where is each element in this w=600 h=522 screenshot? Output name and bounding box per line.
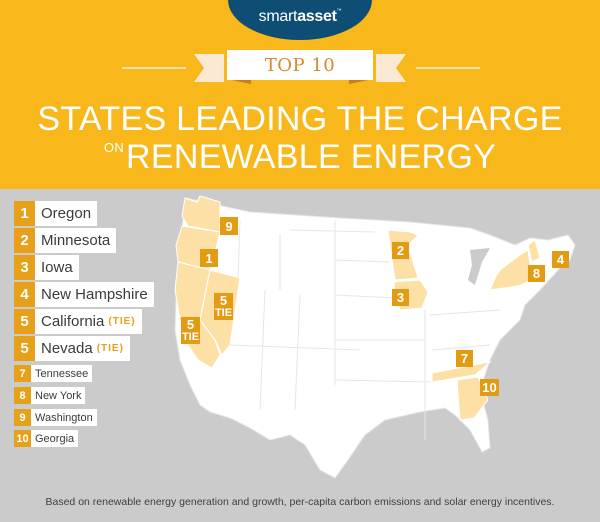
map-rank: 4: [556, 252, 565, 267]
map-rank: 1: [205, 250, 213, 266]
map-tie: TIE: [181, 331, 200, 343]
map-badge-georgia: 10: [480, 379, 499, 396]
map-rank: 7: [460, 351, 469, 366]
tie-tag: (TIE): [96, 343, 124, 354]
ranking-item: 5 Nevada (TIE): [14, 336, 130, 361]
smartasset-logo: smartasset™: [228, 0, 372, 40]
ranking-item: 7 Tennessee: [14, 365, 93, 382]
state-name: Oregon: [41, 205, 92, 222]
state-label: Iowa: [35, 255, 79, 280]
ranking-item: 8 New York: [14, 387, 86, 404]
header-banner: smartasset™ TOP 10 STATES LEADING THE CH…: [0, 0, 600, 189]
rank-badge: 1: [14, 201, 35, 226]
state-name: Iowa: [41, 259, 73, 276]
title-line-2-text: RENEWABLE ENERGY: [126, 138, 497, 176]
map-badge-tennessee: 7: [456, 350, 473, 367]
ranking-item: 5 California (TIE): [14, 309, 142, 334]
state-label: California (TIE): [35, 309, 142, 334]
map-badge-california: 5 TIE: [181, 317, 200, 344]
state-name: Washington: [35, 411, 93, 424]
map-badge-iowa: 3: [392, 289, 409, 306]
state-label: Nevada (TIE): [35, 336, 130, 361]
map-badge-nevada: 5 TIE: [214, 293, 233, 320]
map-badge-washington: 9: [220, 217, 238, 235]
title-prefix-on: ON: [103, 140, 125, 155]
ribbon-fold-right: [349, 79, 373, 84]
map-badge-new-hampshire: 4: [552, 251, 569, 268]
rank-badge: 3: [14, 255, 35, 280]
us-map: 9 1 5 TIE 5 TIE 2 3 8 4 7 10: [170, 190, 600, 490]
decorative-rule-right: [416, 67, 480, 69]
tie-tag: (TIE): [108, 316, 136, 327]
map-rank: 8: [532, 266, 541, 281]
ranking-item: 10 Georgia: [14, 430, 79, 447]
top10-ribbon: TOP 10: [227, 50, 373, 80]
map-badge-new-york: 8: [528, 265, 545, 282]
state-label: New Hampshire: [35, 282, 154, 307]
map-rank: 5: [186, 317, 195, 332]
ribbon-tail-right: [376, 54, 406, 82]
state-name: New Hampshire: [41, 286, 148, 303]
logo-text: smartasset™: [228, 8, 372, 26]
rank-badge: 7: [14, 365, 31, 382]
state-name: Minnesota: [41, 232, 111, 249]
rank-badge: 10: [14, 430, 31, 447]
state-label: Georgia: [31, 430, 79, 447]
rank-badge: 9: [14, 409, 31, 426]
footnote: Based on renewable energy generation and…: [45, 496, 555, 508]
map-rank: 9: [225, 218, 233, 234]
map-tie: TIE: [214, 307, 233, 319]
state-name: Nevada: [41, 340, 93, 357]
rank-badge: 5: [14, 336, 35, 361]
state-label: Oregon: [35, 201, 98, 226]
ranking-item: 3 Iowa: [14, 255, 79, 280]
state-name: New York: [35, 389, 82, 402]
state-name: Georgia: [35, 432, 75, 445]
logo-part2: asset: [297, 8, 337, 25]
map-badge-minnesota: 2: [392, 242, 409, 259]
state-label: Tennessee: [31, 365, 93, 382]
map-rank: 5: [219, 293, 228, 308]
state-name: Tennessee: [35, 367, 89, 380]
us-map-shape: [174, 195, 576, 479]
ranking-item: 9 Washington: [14, 409, 97, 426]
rank-badge: 5: [14, 309, 35, 334]
state-label: Minnesota: [35, 228, 117, 253]
state-label: Washington: [31, 409, 97, 426]
ribbon-tail-left: [194, 54, 224, 82]
state-name: California: [41, 313, 105, 330]
logo-part1: smart: [258, 8, 298, 25]
ranking-item: 4 New Hampshire: [14, 282, 154, 307]
state-label: New York: [31, 387, 86, 404]
rank-badge: 8: [14, 387, 31, 404]
title-line-1: STATES LEADING THE CHARGE: [37, 100, 563, 138]
title-line-2: ONRENEWABLE ENERGY: [0, 138, 600, 177]
rank-badge: 4: [14, 282, 35, 307]
ribbon-fold-left: [227, 79, 251, 84]
map-rank: 10: [482, 380, 497, 395]
map-rank: 3: [396, 290, 405, 305]
ranking-item: 1 Oregon: [14, 201, 98, 226]
rank-badge: 2: [14, 228, 35, 253]
logo-tm: ™: [336, 8, 342, 14]
map-badge-oregon: 1: [200, 249, 218, 267]
ranking-item: 2 Minnesota: [14, 228, 117, 253]
map-rank: 2: [396, 243, 405, 258]
decorative-rule-left: [122, 67, 186, 69]
